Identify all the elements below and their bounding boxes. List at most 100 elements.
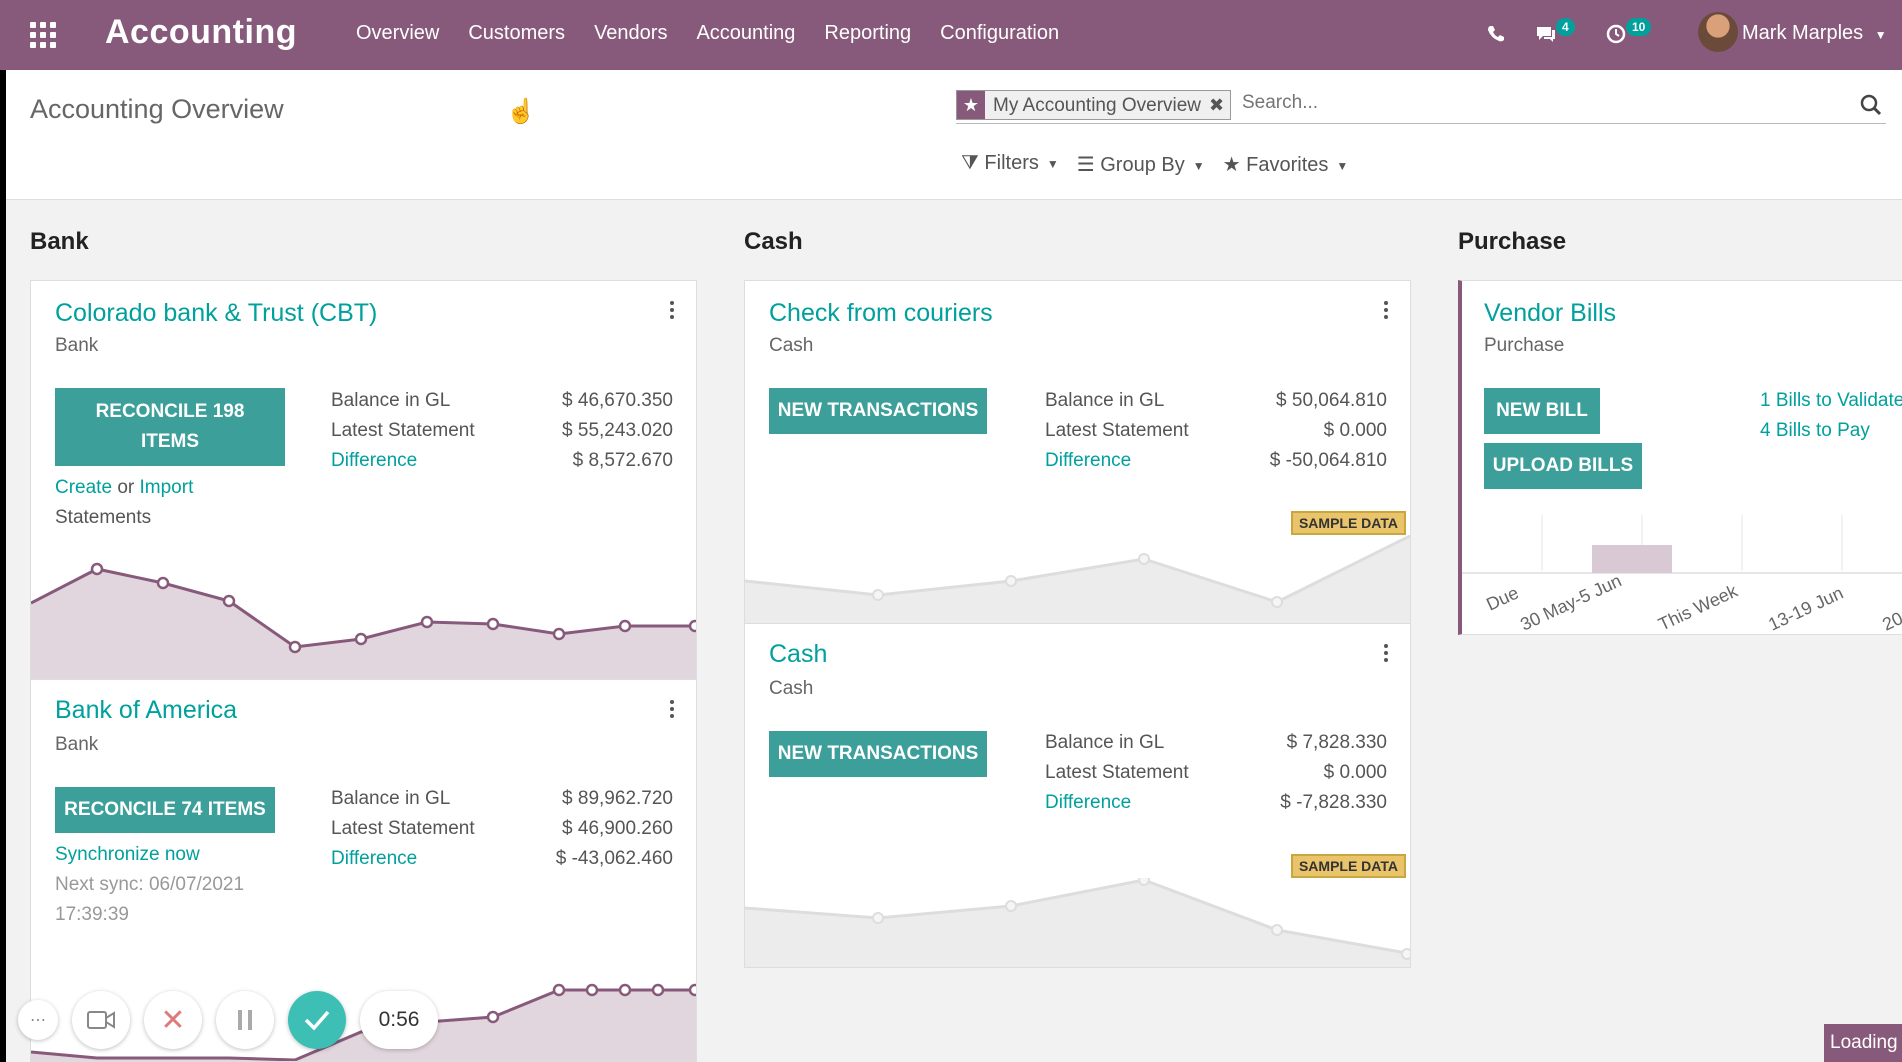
next-sync-text: Next sync: 06/07/2021	[55, 874, 245, 895]
new-transactions-button[interactable]: NEW TRANSACTIONS	[769, 731, 987, 777]
kebab-menu-icon[interactable]	[670, 700, 674, 721]
bills-to-pay-link[interactable]: 4 Bills to Pay	[1760, 420, 1870, 441]
journal-type: Bank	[55, 335, 99, 356]
groupby-toggle[interactable]: ☰ Group By ▼	[1077, 152, 1205, 177]
screen-edge	[0, 70, 6, 1062]
user-avatar[interactable]	[1698, 12, 1738, 52]
camera-toggle-icon[interactable]	[72, 991, 130, 1049]
axis-label-week3: 13-19 Jun	[1765, 583, 1846, 635]
app-brand[interactable]: Accounting	[105, 13, 297, 51]
balance-label: Balance in GL	[1045, 390, 1165, 411]
difference-value: $ -50,064.810	[1269, 450, 1387, 471]
bill-summary: 1 Bills to Validate 4 Bills to Pay	[1760, 386, 1902, 446]
search-input[interactable]	[1242, 92, 1802, 114]
recording-timer: 0:56	[360, 991, 438, 1049]
favorite-star-icon: ★	[957, 91, 985, 119]
caret-down-icon: ▼	[1046, 156, 1059, 171]
balance-sparkline	[745, 535, 1410, 623]
journal-card-check: Check from couriers Cash NEW TRANSACTION…	[744, 280, 1411, 624]
reconcile-button[interactable]: RECONCILE 74 ITEMS	[55, 787, 275, 833]
main-menu: Overview Customers Vendors Accounting Re…	[356, 22, 1088, 45]
phone-icon[interactable]	[1486, 24, 1506, 44]
balance-sparkline	[745, 878, 1410, 967]
journal-stats: Balance in GL $ 50,064.810 Latest Stateme…	[1045, 386, 1387, 476]
journal-title[interactable]: Vendor Bills	[1484, 299, 1617, 327]
difference-value: $ -7,828.330	[1280, 792, 1387, 813]
menu-accounting[interactable]: Accounting	[696, 22, 796, 44]
balance-label: Balance in GL	[331, 788, 451, 809]
axis-label-week4: 20	[1879, 608, 1902, 635]
create-statement-link[interactable]: Create	[55, 477, 113, 498]
star-icon: ★	[1222, 154, 1241, 176]
top-navbar: Accounting Overview Customers Vendors Ac…	[0, 0, 1902, 70]
axis-label-due: Due	[1483, 583, 1521, 615]
journal-title[interactable]: Bank of America	[55, 696, 238, 724]
filters-label: Filters	[984, 152, 1039, 174]
finish-recording-icon[interactable]	[288, 991, 346, 1049]
menu-configuration[interactable]: Configuration	[940, 22, 1060, 44]
menu-customers[interactable]: Customers	[468, 22, 566, 44]
control-panel: Accounting Overview ★ My Accounting Over…	[6, 70, 1902, 200]
journal-type: Cash	[769, 335, 814, 356]
messages-badge: 4	[1556, 18, 1575, 36]
kebab-menu-icon[interactable]	[1384, 644, 1388, 665]
synchronize-now-link[interactable]: Synchronize now	[55, 844, 200, 865]
balance-label: Balance in GL	[1045, 732, 1165, 753]
search-facet[interactable]: ★ My Accounting Overview ✖	[956, 90, 1232, 120]
favorites-toggle[interactable]: ★ Favorites ▼	[1223, 152, 1349, 177]
filters-toggle[interactable]: ⧩ Filters ▼	[961, 152, 1059, 177]
journal-title[interactable]: Cash	[769, 640, 828, 668]
statement-value: $ 55,243.020	[562, 420, 673, 441]
loading-indicator: Loading	[1824, 1024, 1902, 1062]
difference-link[interactable]: Difference	[1045, 792, 1132, 813]
activity-clock-icon[interactable]	[1606, 24, 1626, 44]
bills-to-validate-link[interactable]: 1 Bills to Validate	[1760, 390, 1902, 411]
sync-info: Synchronize now Next sync: 06/07/2021 17…	[55, 840, 244, 930]
kebab-menu-icon[interactable]	[1384, 301, 1388, 322]
journal-title[interactable]: Check from couriers	[769, 299, 993, 327]
new-bill-button[interactable]: NEW BILL	[1484, 388, 1600, 434]
reconcile-button[interactable]: RECONCILE 198 ITEMS	[55, 388, 285, 466]
journal-card-boa: Bank of America Bank RECONCILE 74 ITEMS …	[30, 680, 697, 1062]
chat-icon[interactable]	[1535, 24, 1557, 44]
statement-label: Latest Statement	[1045, 762, 1189, 783]
statement-value: $ 46,900.260	[562, 818, 673, 839]
menu-vendors[interactable]: Vendors	[594, 22, 668, 44]
column-title-cash: Cash	[744, 228, 803, 255]
balance-sparkline	[31, 983, 696, 1061]
more-options-icon[interactable]: ⋯	[18, 1000, 58, 1040]
hand-cursor-icon: ☝	[506, 98, 536, 125]
chart-bar	[1592, 545, 1672, 573]
balance-value: $ 50,064.810	[1276, 390, 1387, 411]
difference-link[interactable]: Difference	[331, 848, 418, 869]
search-bar: ★ My Accounting Overview ✖	[956, 88, 1886, 124]
journal-type: Cash	[769, 678, 814, 699]
filter-icon: ⧩	[961, 152, 979, 174]
axis-label-this-week: This Week	[1655, 580, 1741, 634]
statement-label: Latest Statement	[331, 818, 475, 839]
menu-overview[interactable]: Overview	[356, 22, 440, 44]
page-title: Accounting Overview	[30, 94, 284, 124]
balance-value: $ 46,670.350	[562, 390, 673, 411]
difference-link[interactable]: Difference	[1045, 450, 1132, 471]
difference-value: $ 8,572.670	[572, 450, 673, 471]
journal-type: Bank	[55, 734, 99, 755]
user-menu[interactable]: Mark Marples ▼	[1742, 22, 1887, 45]
column-title-bank: Bank	[30, 228, 89, 255]
apps-menu-icon[interactable]	[30, 22, 56, 48]
journal-title[interactable]: Colorado bank & Trust (CBT)	[55, 299, 378, 327]
cancel-recording-icon[interactable]: ✕	[144, 991, 202, 1049]
journal-card-vendor-bills: Vendor Bills Purchase NEW BILL UPLOAD BI…	[1458, 280, 1902, 635]
facet-remove-icon[interactable]: ✖	[1209, 95, 1225, 115]
search-icon[interactable]	[1860, 94, 1882, 116]
statements-text: Statements	[55, 507, 152, 528]
kebab-menu-icon[interactable]	[670, 301, 674, 322]
upload-bills-button[interactable]: UPLOAD BILLS	[1484, 443, 1642, 489]
new-transactions-button[interactable]: NEW TRANSACTIONS	[769, 388, 987, 434]
menu-reporting[interactable]: Reporting	[824, 22, 912, 44]
import-statement-link[interactable]: Import	[139, 477, 194, 498]
balance-label: Balance in GL	[331, 390, 451, 411]
difference-link[interactable]: Difference	[331, 450, 418, 471]
or-text: or	[117, 477, 135, 498]
pause-recording-icon[interactable]	[216, 991, 274, 1049]
